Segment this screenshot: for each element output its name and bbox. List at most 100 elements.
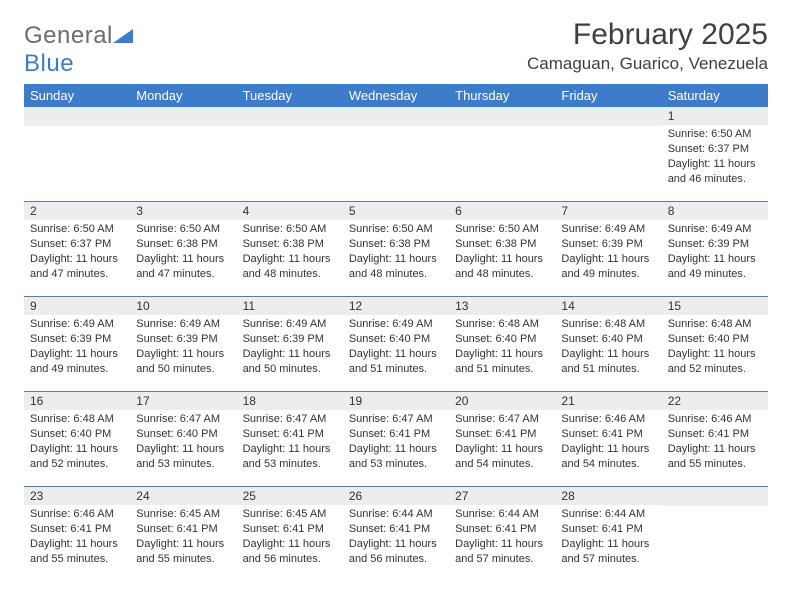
logo-word-2: Blue [24, 50, 74, 77]
calendar-cell [24, 107, 130, 202]
day-number: 16 [24, 392, 130, 410]
day-number [237, 107, 343, 126]
day-number: 19 [343, 392, 449, 410]
day-details: Sunrise: 6:50 AMSunset: 6:37 PMDaylight:… [668, 127, 762, 186]
weekday-header: Tuesday [237, 84, 343, 107]
day-details: Sunrise: 6:44 AMSunset: 6:41 PMDaylight:… [455, 507, 549, 566]
calendar-cell: 7 Sunrise: 6:49 AMSunset: 6:39 PMDaylight… [555, 202, 661, 297]
day-number: 6 [449, 202, 555, 220]
day-details: Sunrise: 6:50 AMSunset: 6:38 PMDaylight:… [455, 222, 549, 281]
day-number: 24 [130, 487, 236, 505]
calendar-cell [555, 107, 661, 202]
day-details: Sunrise: 6:44 AMSunset: 6:41 PMDaylight:… [561, 507, 655, 566]
day-number: 4 [237, 202, 343, 220]
day-number: 1 [662, 107, 768, 125]
weekday-header: Monday [130, 84, 236, 107]
calendar-cell: 17Sunrise: 6:47 AMSunset: 6:40 PMDayligh… [130, 392, 236, 487]
calendar-cell: 20Sunrise: 6:47 AMSunset: 6:41 PMDayligh… [449, 392, 555, 487]
day-number: 26 [343, 487, 449, 505]
day-details: Sunrise: 6:48 AMSunset: 6:40 PMDaylight:… [30, 412, 124, 471]
calendar-cell [662, 487, 768, 582]
calendar-cell [130, 107, 236, 202]
day-number: 25 [237, 487, 343, 505]
day-details: Sunrise: 6:45 AMSunset: 6:41 PMDaylight:… [243, 507, 337, 566]
day-details: Sunrise: 6:49 AMSunset: 6:40 PMDaylight:… [349, 317, 443, 376]
calendar-cell [343, 107, 449, 202]
calendar-cell: 4 Sunrise: 6:50 AMSunset: 6:38 PMDaylight… [237, 202, 343, 297]
location: Camaguan, Guarico, Venezuela [527, 54, 768, 74]
day-number: 13 [449, 297, 555, 315]
calendar-cell: 25 Sunrise: 6:45 AMSunset: 6:41 PMDayligh… [237, 487, 343, 582]
page-title: February 2025 [527, 18, 768, 52]
day-number: 8 [662, 202, 768, 220]
day-details: Sunrise: 6:49 AMSunset: 6:39 PMDaylight:… [136, 317, 230, 376]
weekday-header: Sunday [24, 84, 130, 107]
day-details: Sunrise: 6:49 AMSunset: 6:39 PMDaylight:… [561, 222, 655, 281]
calendar-cell [237, 107, 343, 202]
calendar-cell: 2 Sunrise: 6:50 AMSunset: 6:37 PMDaylight… [24, 202, 130, 297]
calendar-week-row: 16 Sunrise: 6:48 AMSunset: 6:40 PMDayligh… [24, 392, 768, 487]
header: General Blue February 2025 Camaguan, Gua… [24, 18, 768, 78]
day-details: Sunrise: 6:50 AMSunset: 6:38 PMDaylight:… [136, 222, 230, 281]
calendar-week-row: 2 Sunrise: 6:50 AMSunset: 6:37 PMDaylight… [24, 202, 768, 297]
calendar-cell: 14 Sunrise: 6:48 AMSunset: 6:40 PMDayligh… [555, 297, 661, 392]
weekday-header: Thursday [449, 84, 555, 107]
day-number: 2 [24, 202, 130, 220]
day-number [662, 487, 768, 506]
day-number: 5 [343, 202, 449, 220]
day-number: 27 [449, 487, 555, 505]
calendar-cell: 3 Sunrise: 6:50 AMSunset: 6:38 PMDaylight… [130, 202, 236, 297]
day-number: 28 [555, 487, 661, 505]
day-details: Sunrise: 6:44 AMSunset: 6:41 PMDaylight:… [349, 507, 443, 566]
weekday-header: Saturday [662, 84, 768, 107]
calendar-cell: 1 Sunrise: 6:50 AMSunset: 6:37 PMDaylight… [662, 107, 768, 202]
day-details: Sunrise: 6:50 AMSunset: 6:38 PMDaylight:… [349, 222, 443, 281]
day-number: 18 [237, 392, 343, 410]
calendar-cell: 11Sunrise: 6:49 AMSunset: 6:39 PMDayligh… [237, 297, 343, 392]
day-details: Sunrise: 6:47 AMSunset: 6:41 PMDaylight:… [243, 412, 337, 471]
calendar-week-row: 1 Sunrise: 6:50 AMSunset: 6:37 PMDaylight… [24, 107, 768, 202]
day-number: 12 [343, 297, 449, 315]
day-number [449, 107, 555, 126]
day-number: 14 [555, 297, 661, 315]
calendar-table: SundayMondayTuesdayWednesdayThursdayFrid… [24, 84, 768, 581]
calendar-cell: 27 Sunrise: 6:44 AMSunset: 6:41 PMDayligh… [449, 487, 555, 582]
calendar-cell: 28 Sunrise: 6:44 AMSunset: 6:41 PMDayligh… [555, 487, 661, 582]
day-details: Sunrise: 6:49 AMSunset: 6:39 PMDaylight:… [243, 317, 337, 376]
calendar-week-row: 9Sunrise: 6:49 AMSunset: 6:39 PMDaylight… [24, 297, 768, 392]
day-number [343, 107, 449, 126]
calendar-week-row: 23Sunrise: 6:46 AMSunset: 6:41 PMDayligh… [24, 487, 768, 582]
day-details: Sunrise: 6:46 AMSunset: 6:41 PMDaylight:… [668, 412, 762, 471]
title-block: February 2025 Camaguan, Guarico, Venezue… [527, 18, 768, 74]
day-number [130, 107, 236, 126]
day-details: Sunrise: 6:48 AMSunset: 6:40 PMDaylight:… [668, 317, 762, 376]
weekday-header: Wednesday [343, 84, 449, 107]
calendar-cell: 23Sunrise: 6:46 AMSunset: 6:41 PMDayligh… [24, 487, 130, 582]
calendar-cell: 12 Sunrise: 6:49 AMSunset: 6:40 PMDayligh… [343, 297, 449, 392]
day-details: Sunrise: 6:49 AMSunset: 6:39 PMDaylight:… [668, 222, 762, 281]
logo-text: General Blue [24, 22, 133, 78]
day-number: 7 [555, 202, 661, 220]
day-number: 3 [130, 202, 236, 220]
day-details: Sunrise: 6:45 AMSunset: 6:41 PMDaylight:… [136, 507, 230, 566]
calendar-cell: 21 Sunrise: 6:46 AMSunset: 6:41 PMDayligh… [555, 392, 661, 487]
day-details: Sunrise: 6:50 AMSunset: 6:38 PMDaylight:… [243, 222, 337, 281]
calendar-cell: 16 Sunrise: 6:48 AMSunset: 6:40 PMDayligh… [24, 392, 130, 487]
day-number: 21 [555, 392, 661, 410]
logo: General Blue [24, 22, 133, 78]
calendar-cell: 19Sunrise: 6:47 AMSunset: 6:41 PMDayligh… [343, 392, 449, 487]
calendar-cell: 5 Sunrise: 6:50 AMSunset: 6:38 PMDaylight… [343, 202, 449, 297]
calendar-cell: 9Sunrise: 6:49 AMSunset: 6:39 PMDaylight… [24, 297, 130, 392]
day-details: Sunrise: 6:49 AMSunset: 6:39 PMDaylight:… [30, 317, 124, 376]
day-details: Sunrise: 6:47 AMSunset: 6:40 PMDaylight:… [136, 412, 230, 471]
day-details: Sunrise: 6:48 AMSunset: 6:40 PMDaylight:… [561, 317, 655, 376]
day-details: Sunrise: 6:46 AMSunset: 6:41 PMDaylight:… [30, 507, 124, 566]
weekday-header-row: SundayMondayTuesdayWednesdayThursdayFrid… [24, 84, 768, 107]
calendar-cell [449, 107, 555, 202]
calendar-cell: 15Sunrise: 6:48 AMSunset: 6:40 PMDayligh… [662, 297, 768, 392]
calendar-body: 1 Sunrise: 6:50 AMSunset: 6:37 PMDaylight… [24, 107, 768, 581]
calendar-cell: 13Sunrise: 6:48 AMSunset: 6:40 PMDayligh… [449, 297, 555, 392]
day-details: Sunrise: 6:50 AMSunset: 6:37 PMDaylight:… [30, 222, 124, 281]
day-details: Sunrise: 6:46 AMSunset: 6:41 PMDaylight:… [561, 412, 655, 471]
day-number: 20 [449, 392, 555, 410]
